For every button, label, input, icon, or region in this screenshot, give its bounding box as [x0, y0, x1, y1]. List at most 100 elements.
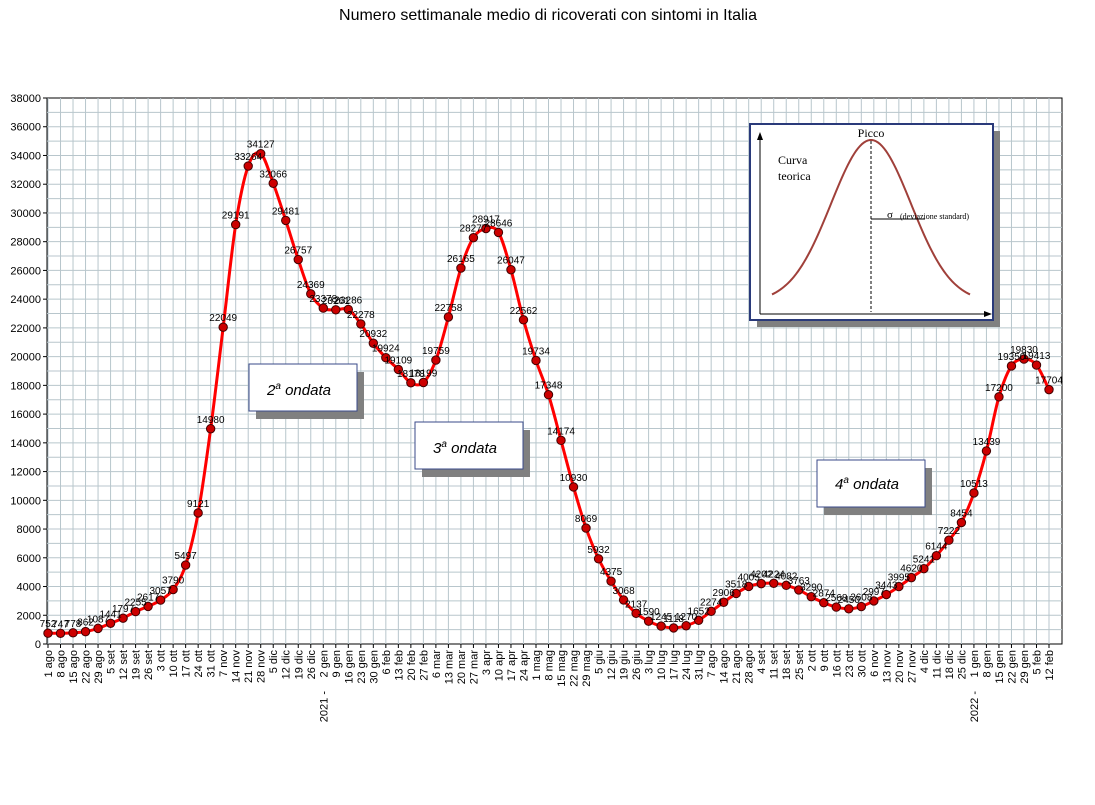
x-axis: 1 ago 8 ago 15 ago 22 ago 29 ago 5 set 12 set 1… — [43, 644, 1056, 722]
data-label: 10513 — [960, 479, 988, 490]
x-tick-label: 9 ott — [819, 650, 831, 671]
x-tick-label: 6 nov — [869, 650, 881, 677]
y-tick-label: 4000 — [17, 582, 41, 594]
gridlines — [47, 98, 1062, 644]
data-label: 5241 — [913, 555, 936, 566]
x-tick-label: 3 apr — [481, 650, 493, 675]
data-point — [493, 227, 504, 238]
data-point — [606, 576, 616, 586]
data-label: 2617 — [137, 592, 160, 603]
x-tick-label: 4 dic — [919, 650, 931, 674]
inset-bell-curve — [771, 139, 971, 296]
x-tick-label: 1 gen — [969, 650, 981, 678]
data-label: 22049 — [209, 313, 237, 324]
x-tick-label: 12 feb — [1044, 650, 1056, 681]
y-tick-label: 34000 — [10, 150, 41, 162]
x-tick-label: 12 set — [118, 650, 130, 680]
y-tick-label: 8000 — [17, 524, 41, 536]
data-point — [531, 355, 541, 366]
x-tick-label: 17 lug — [669, 650, 681, 680]
data-label: 747 — [52, 619, 69, 630]
x-year-label: 2022 - — [969, 691, 981, 723]
x-tick-label: 27 feb — [418, 650, 430, 681]
x-tick-label: 28 ago — [744, 650, 756, 684]
inset-sigma-text: (deviazione standard) — [900, 212, 969, 221]
data-point — [693, 615, 704, 625]
data-label: 29191 — [222, 211, 250, 222]
inset-y-arrow-icon — [757, 132, 763, 140]
data-label: 23378 — [309, 294, 337, 305]
x-tick-label: 8 gen — [981, 650, 993, 678]
data-label: 20932 — [359, 329, 387, 340]
x-tick-label: 10 apr — [493, 650, 505, 682]
data-label: 1245 — [650, 612, 673, 623]
data-label: 4202 — [750, 570, 773, 581]
data-point — [994, 392, 1004, 402]
data-point — [431, 355, 441, 365]
x-tick-label: 31 lug — [694, 650, 706, 680]
data-point — [956, 517, 967, 528]
x-tick-label: 29 gen — [1019, 650, 1031, 684]
data-label: 9121 — [187, 499, 210, 510]
x-tick-label: 29 ago — [93, 650, 105, 684]
y-tick-label: 6000 — [17, 553, 41, 565]
x-tick-label: 17 apr — [506, 650, 518, 682]
data-point — [468, 233, 479, 243]
data-point — [168, 584, 178, 595]
data-point — [93, 623, 103, 634]
x-tick-label: 3 lug — [644, 650, 656, 674]
data-label: 19109 — [384, 355, 412, 366]
data-point — [180, 560, 191, 570]
data-label: 26047 — [497, 256, 525, 267]
x-tick-label: 23 gen — [356, 650, 368, 684]
series-line — [47, 151, 1051, 635]
data-point — [869, 596, 879, 606]
data-label: 1590 — [637, 607, 660, 618]
x-tick-label: 24 lug — [681, 650, 693, 680]
data-point — [969, 488, 979, 498]
data-point — [356, 319, 366, 329]
inset-x-arrow-icon — [984, 311, 992, 317]
x-tick-label: 25 set — [794, 650, 806, 680]
data-point — [443, 312, 454, 322]
svg-text:3a ondata: 3a ondata — [433, 439, 497, 457]
data-point — [706, 606, 716, 617]
y-tick-label: 38000 — [10, 93, 41, 105]
data-label: 2568 — [825, 593, 848, 604]
data-point — [1031, 360, 1042, 370]
data-label: 28646 — [485, 218, 513, 229]
y-tick-label: 26000 — [10, 265, 41, 277]
data-point — [631, 608, 641, 618]
data-label: 10930 — [560, 473, 588, 484]
data-label: 24369 — [297, 280, 325, 291]
data-label: 752 — [40, 619, 57, 630]
y-tick-label: 14000 — [10, 438, 41, 450]
data-point — [418, 377, 429, 388]
series-layer — [43, 148, 1054, 638]
data-point — [331, 305, 341, 315]
data-point — [581, 523, 591, 533]
x-tick-label: 5 set — [106, 650, 118, 674]
data-label: 19924 — [372, 344, 400, 355]
data-point — [568, 482, 579, 492]
data-point — [506, 265, 516, 275]
x-tick-label: 13 nov — [881, 650, 893, 684]
x-tick-label: 17 ott — [181, 650, 193, 678]
data-label: 19350 — [998, 352, 1026, 363]
data-label: 34127 — [247, 140, 275, 151]
data-point — [268, 178, 278, 188]
data-label: 26165 — [447, 254, 475, 265]
data-point — [456, 263, 466, 273]
data-label: 3790 — [162, 576, 185, 587]
data-label: 17348 — [535, 381, 563, 392]
data-point — [769, 578, 779, 589]
x-tick-label: 27 nov — [906, 650, 918, 684]
data-label: 2874 — [813, 589, 836, 600]
x-tick-label: 27 mar — [468, 650, 480, 685]
x-tick-label: 22 ago — [81, 650, 93, 684]
data-point — [1006, 361, 1017, 371]
data-label: 5932 — [587, 545, 610, 556]
data-point — [556, 435, 566, 446]
data-label: 2255 — [124, 598, 147, 609]
